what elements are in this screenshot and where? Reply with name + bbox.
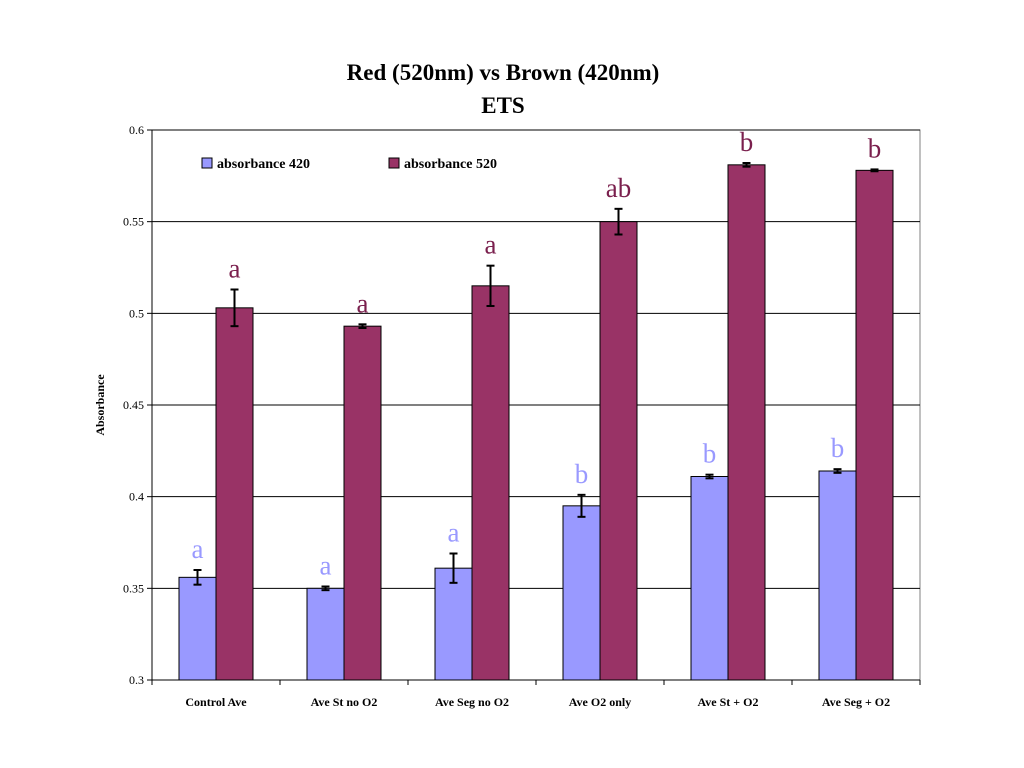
y-tick-label: 0.6 — [129, 123, 144, 137]
bar-520 — [471, 285, 510, 681]
significance-label: ab — [606, 173, 631, 203]
chart-title: Red (520nm) vs Brown (420nm) — [347, 60, 660, 85]
bar-420 — [562, 505, 601, 681]
significance-label: b — [575, 459, 589, 489]
legend: absorbance 420 absorbance 520 — [201, 157, 497, 172]
axes-group: 0.3 0.35 0.4 0.45 0.5 0.55 0.6 Control Ave Ave S… — [123, 123, 921, 709]
bar-420 — [818, 470, 857, 681]
chart-subtitle: ETS — [481, 93, 524, 118]
bar-520 — [215, 307, 254, 681]
significance-label: b — [831, 433, 845, 463]
bar-520 — [855, 169, 894, 681]
legend-swatch — [388, 157, 400, 169]
significance-label: a — [357, 288, 369, 318]
significance-label: a — [320, 551, 332, 581]
x-category-label: Ave Seg no O2 — [435, 695, 509, 709]
y-tick-label: 0.35 — [123, 581, 144, 595]
y-tick-label: 0.45 — [123, 398, 144, 412]
x-category-label: Ave St no O2 — [311, 695, 378, 709]
significance-label: a — [229, 254, 241, 284]
significance-label: b — [703, 439, 717, 469]
significance-label: a — [192, 534, 204, 564]
y-tick-label: 0.55 — [123, 215, 144, 229]
legend-label: absorbance 520 — [404, 157, 497, 172]
significance-label: a — [485, 230, 497, 260]
legend-swatch — [201, 157, 213, 169]
legend-label: absorbance 420 — [217, 157, 310, 172]
y-axis-label: Absorbance — [93, 374, 107, 436]
y-tick-label: 0.3 — [129, 673, 144, 687]
bar-520 — [727, 164, 766, 681]
significance-label: b — [868, 133, 882, 163]
gridlines — [152, 129, 920, 589]
significance-label: b — [740, 127, 754, 157]
y-tick-label: 0.4 — [129, 490, 144, 504]
bar-420 — [178, 576, 217, 681]
bar-420 — [306, 587, 345, 681]
significance-label: a — [448, 518, 460, 548]
x-category-label: Ave St + O2 — [698, 695, 759, 709]
x-category-label: Ave Seg + O2 — [822, 695, 890, 709]
bar-420 — [434, 567, 473, 681]
bar-520 — [599, 221, 638, 681]
x-category-label: Ave O2 only — [569, 695, 631, 709]
bar-520 — [343, 325, 382, 681]
bar-420 — [690, 476, 729, 681]
x-category-label: Control Ave — [185, 695, 247, 709]
y-tick-label: 0.5 — [129, 306, 144, 320]
